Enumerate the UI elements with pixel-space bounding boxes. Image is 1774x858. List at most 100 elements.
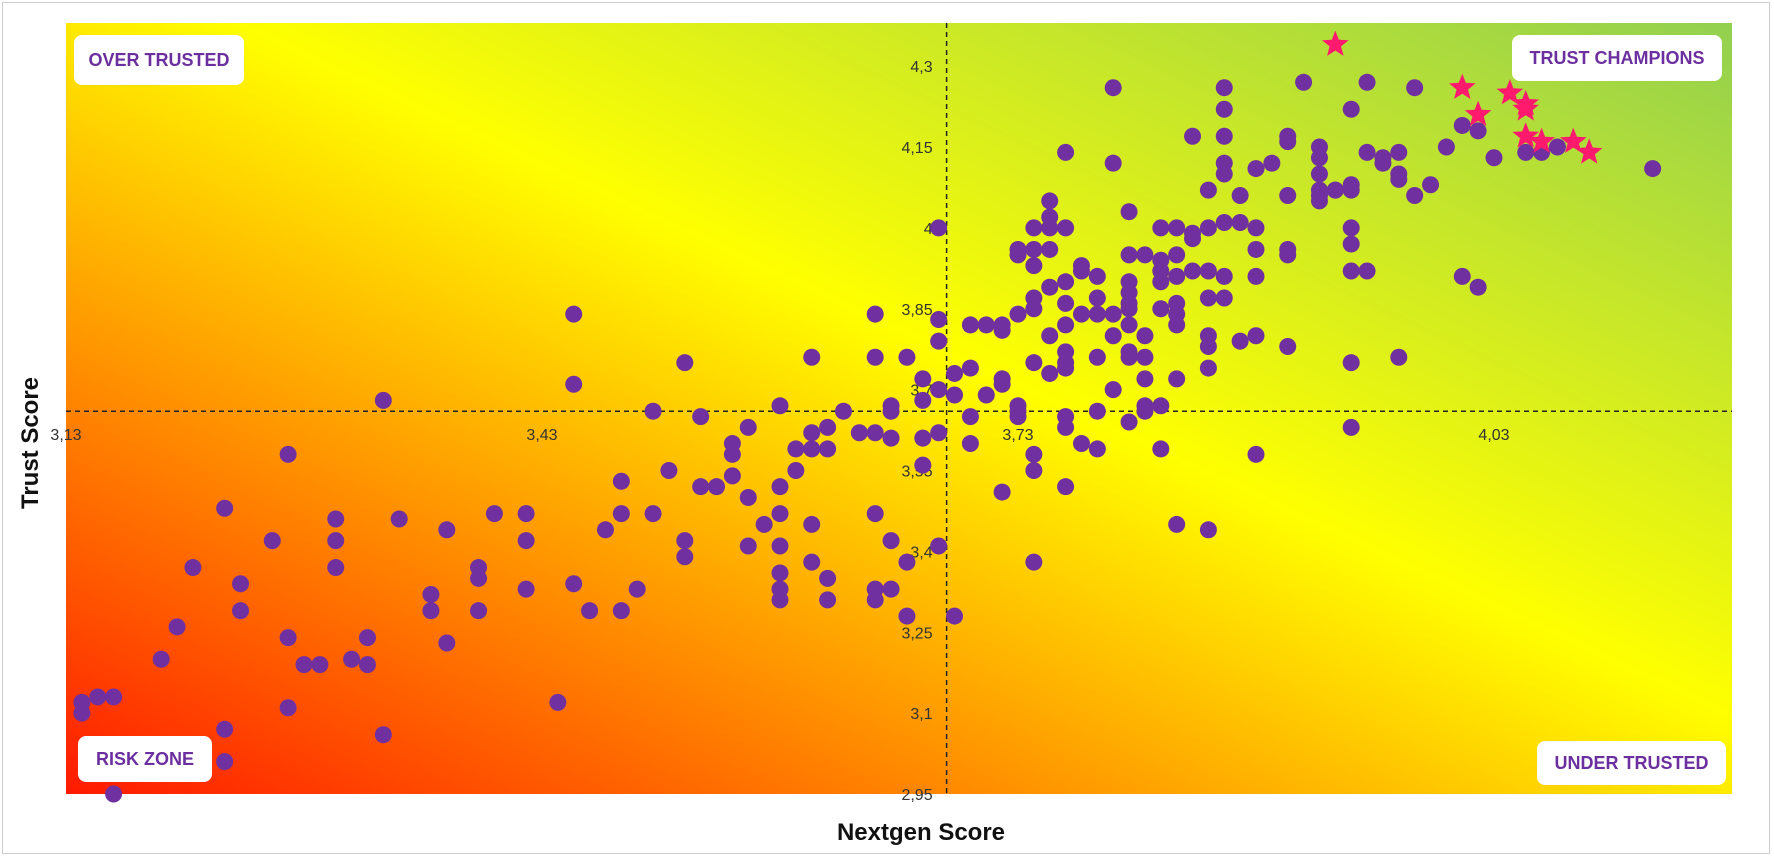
- data-point: [1184, 262, 1202, 280]
- data-point: [1057, 343, 1075, 361]
- data-point: [1469, 278, 1487, 296]
- data-point: [1168, 370, 1186, 388]
- data-point: [787, 440, 805, 458]
- data-point: [914, 429, 932, 447]
- data-point: [866, 348, 884, 366]
- data-point: [1104, 327, 1122, 345]
- data-point: [1152, 300, 1170, 318]
- star-data-point: [1449, 73, 1476, 99]
- data-point: [1215, 213, 1233, 231]
- data-point: [1025, 354, 1043, 372]
- data-point: [1104, 381, 1122, 399]
- data-point: [1041, 327, 1059, 345]
- data-point: [1358, 73, 1376, 91]
- data-point: [961, 316, 979, 334]
- data-point: [977, 386, 995, 404]
- data-point: [803, 515, 821, 533]
- data-point: [1215, 79, 1233, 97]
- data-point: [1199, 521, 1217, 539]
- data-point: [612, 472, 630, 490]
- data-point: [834, 402, 852, 420]
- y-tick-label: 4,15: [901, 140, 932, 157]
- data-point: [993, 375, 1011, 393]
- data-point: [993, 483, 1011, 501]
- data-point: [882, 429, 900, 447]
- data-point: [311, 656, 329, 674]
- data-point: [1279, 337, 1297, 355]
- data-point: [803, 424, 821, 442]
- quadrant-label-under-trusted: UNDER TRUSTED: [1537, 741, 1726, 785]
- data-point: [930, 219, 948, 237]
- data-point: [612, 505, 630, 523]
- data-point: [1168, 219, 1186, 237]
- data-point: [1072, 435, 1090, 453]
- data-point: [882, 397, 900, 415]
- data-point: [1120, 203, 1138, 221]
- data-point: [73, 693, 91, 711]
- data-point: [1088, 440, 1106, 458]
- data-point: [1088, 305, 1106, 323]
- data-point: [1088, 348, 1106, 366]
- data-point: [1025, 289, 1043, 307]
- star-data-point: [1322, 30, 1349, 56]
- data-point: [723, 435, 741, 453]
- data-point: [1152, 251, 1170, 269]
- data-point: [1120, 300, 1138, 318]
- star-data-point: [1560, 127, 1587, 153]
- data-point: [1168, 246, 1186, 264]
- data-point: [898, 348, 916, 366]
- data-point: [819, 569, 837, 587]
- data-point: [993, 321, 1011, 339]
- data-point: [1453, 267, 1471, 285]
- data-point: [866, 580, 884, 598]
- data-point: [1517, 143, 1535, 161]
- data-point: [1406, 187, 1424, 205]
- data-point: [1342, 262, 1360, 280]
- data-point: [549, 693, 567, 711]
- quadrant-label-risk-zone: RISK ZONE: [78, 736, 212, 782]
- data-point: [1120, 413, 1138, 431]
- data-point: [1342, 176, 1360, 194]
- data-point: [517, 580, 535, 598]
- data-point: [803, 440, 821, 458]
- data-point: [1295, 73, 1313, 91]
- data-point: [1184, 127, 1202, 145]
- data-point: [1088, 289, 1106, 307]
- data-point: [485, 505, 503, 523]
- data-point: [1231, 187, 1249, 205]
- data-point: [1057, 143, 1075, 161]
- data-point: [692, 478, 710, 496]
- data-point: [1358, 143, 1376, 161]
- data-point: [739, 418, 757, 436]
- data-point: [1009, 408, 1027, 426]
- y-tick-label: 4,3: [910, 59, 932, 76]
- data-point: [1199, 262, 1217, 280]
- data-point: [1168, 515, 1186, 533]
- data-point: [1279, 187, 1297, 205]
- star-data-point: [1464, 100, 1492, 126]
- star-data-point: [1528, 127, 1555, 153]
- data-point: [565, 375, 583, 393]
- data-point: [1025, 553, 1043, 571]
- data-point: [771, 397, 789, 415]
- data-point: [1184, 230, 1202, 248]
- data-point: [660, 462, 678, 480]
- data-point: [1120, 316, 1138, 334]
- data-point: [1136, 370, 1154, 388]
- data-point: [1199, 219, 1217, 237]
- data-point: [1152, 219, 1170, 237]
- data-point: [1088, 402, 1106, 420]
- data-point: [930, 381, 948, 399]
- star-data-point: [1512, 122, 1539, 148]
- x-tick-label: 4,03: [1478, 427, 1509, 444]
- data-point: [1025, 240, 1043, 258]
- data-point: [1136, 246, 1154, 264]
- data-point: [390, 510, 408, 528]
- data-point: [1120, 246, 1138, 264]
- data-point: [438, 634, 456, 652]
- star-data-point: [1512, 95, 1539, 121]
- data-point: [327, 559, 345, 577]
- data-point: [1485, 149, 1503, 167]
- data-point: [866, 505, 884, 523]
- data-point: [279, 629, 297, 647]
